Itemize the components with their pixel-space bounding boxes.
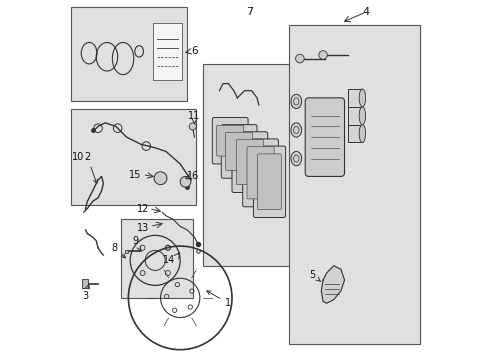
Text: 11: 11 (188, 111, 200, 121)
Circle shape (180, 176, 190, 187)
Text: 7: 7 (246, 7, 253, 17)
FancyBboxPatch shape (236, 140, 263, 185)
FancyBboxPatch shape (305, 98, 344, 176)
Bar (288, 24, 419, 344)
Bar (71, 7, 187, 102)
Bar (347, 89, 362, 107)
FancyBboxPatch shape (212, 117, 247, 164)
Text: 1: 1 (206, 291, 231, 308)
Bar (203, 64, 294, 266)
Text: 15: 15 (129, 170, 142, 180)
Text: 3: 3 (82, 285, 89, 301)
Circle shape (295, 54, 304, 63)
FancyBboxPatch shape (225, 132, 252, 170)
Text: 4: 4 (362, 7, 369, 17)
FancyBboxPatch shape (216, 125, 244, 156)
Bar (71, 109, 196, 205)
Circle shape (318, 51, 326, 59)
FancyBboxPatch shape (231, 132, 267, 193)
Bar (347, 125, 362, 143)
Text: 5: 5 (308, 270, 320, 282)
FancyBboxPatch shape (257, 154, 281, 210)
FancyBboxPatch shape (221, 125, 257, 178)
Polygon shape (321, 266, 344, 303)
Bar (124, 249, 128, 253)
Ellipse shape (358, 125, 365, 143)
Text: 14: 14 (163, 255, 175, 265)
Ellipse shape (290, 123, 301, 137)
Text: 10: 10 (72, 152, 84, 162)
Ellipse shape (358, 89, 365, 107)
Text: 16: 16 (186, 171, 199, 181)
FancyBboxPatch shape (253, 146, 285, 217)
Text: 6: 6 (191, 46, 198, 57)
Circle shape (154, 172, 166, 185)
Bar (121, 219, 192, 298)
Text: 2: 2 (84, 152, 97, 184)
FancyBboxPatch shape (246, 147, 274, 199)
Text: 9: 9 (132, 236, 141, 251)
Bar (347, 107, 362, 125)
Ellipse shape (358, 107, 365, 125)
Bar (82, 279, 87, 288)
Circle shape (189, 123, 196, 130)
Ellipse shape (290, 152, 301, 166)
Text: 12: 12 (136, 203, 148, 213)
Ellipse shape (290, 94, 301, 109)
FancyBboxPatch shape (242, 139, 278, 207)
Text: 8: 8 (111, 243, 125, 258)
Bar (153, 23, 182, 80)
Text: 13: 13 (136, 223, 148, 233)
